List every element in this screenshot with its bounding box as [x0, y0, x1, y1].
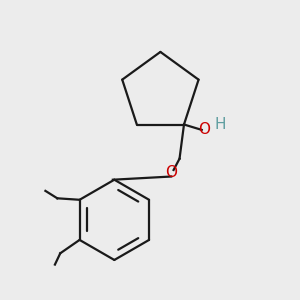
- Text: O: O: [165, 166, 177, 181]
- Text: H: H: [215, 117, 226, 132]
- Text: O: O: [198, 122, 210, 137]
